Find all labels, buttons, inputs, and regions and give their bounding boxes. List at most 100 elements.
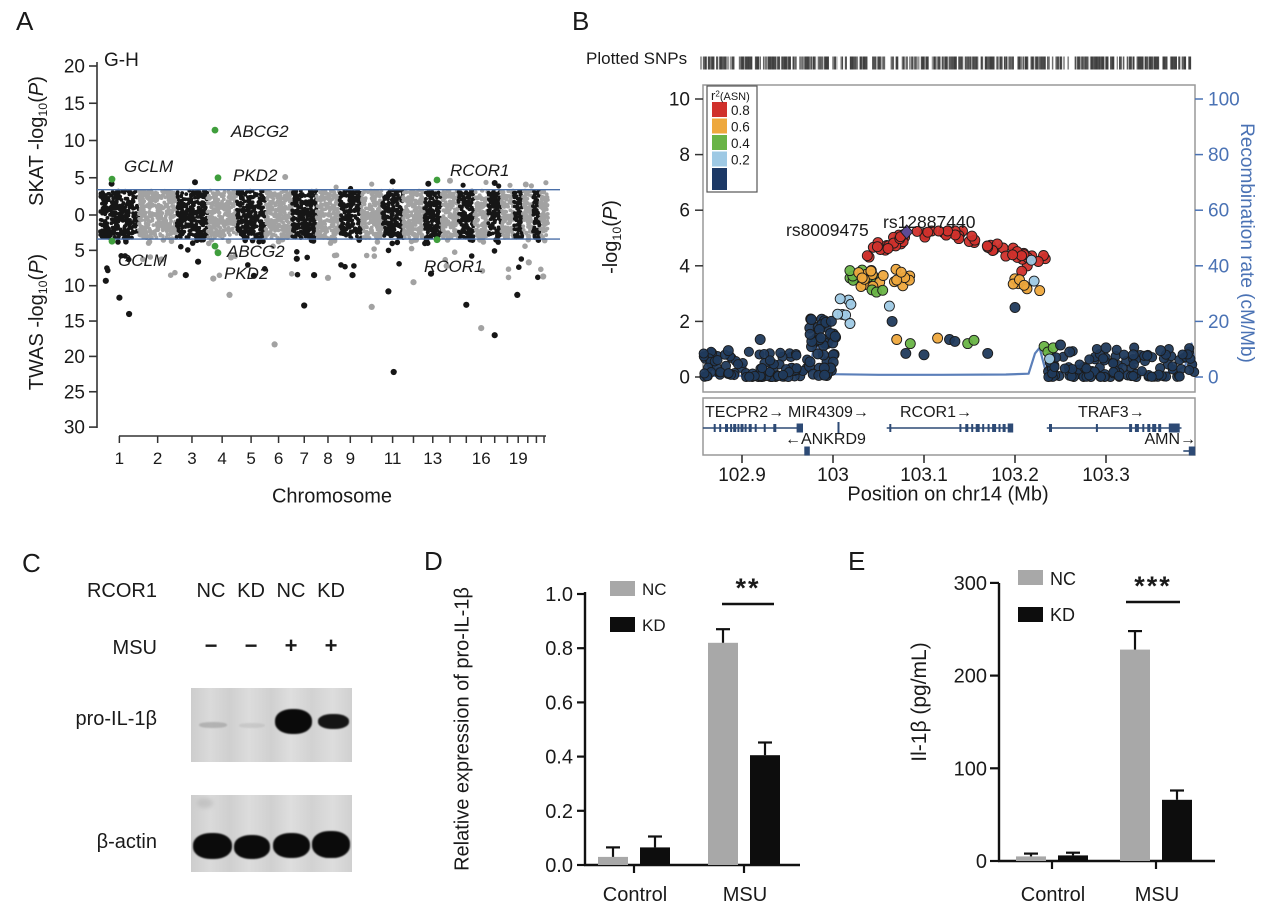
svg-text:0.8: 0.8	[731, 103, 750, 118]
svg-text:0.2: 0.2	[731, 153, 750, 168]
svg-text:6: 6	[274, 449, 283, 468]
svg-text:30: 30	[64, 418, 85, 439]
svg-text:4: 4	[679, 256, 690, 277]
svg-text:0.6: 0.6	[731, 120, 750, 135]
panel-a-subtitle: G-H	[104, 50, 139, 71]
lane-header: KD	[317, 580, 345, 602]
svg-text:8: 8	[679, 145, 690, 166]
svg-text:7: 7	[300, 449, 309, 468]
svg-text:103.1: 103.1	[900, 465, 948, 486]
svg-text:103.2: 103.2	[991, 465, 1039, 486]
svg-text:5: 5	[74, 241, 85, 262]
svg-text:0: 0	[679, 368, 690, 389]
panel-e-ylabel: Il-1β (pg/mL)	[908, 642, 931, 762]
svg-text:103.3: 103.3	[1082, 465, 1130, 486]
neglog10p-axis-label: -log10(P)	[600, 200, 624, 274]
svg-text:rs12887440: rs12887440	[883, 212, 976, 232]
blot-band	[273, 833, 310, 858]
svg-text:15: 15	[64, 312, 85, 333]
svg-text:40: 40	[1208, 256, 1229, 277]
panel-a-letter: A	[16, 6, 34, 36]
svg-text:5: 5	[74, 168, 85, 189]
blot-band	[193, 833, 232, 859]
twas-axis-label: TWAS -log10(P)	[26, 253, 50, 391]
legend-kd-label: KD	[1050, 605, 1076, 625]
svg-text:20: 20	[64, 347, 85, 368]
svg-text:GCLM: GCLM	[124, 157, 174, 176]
lane-header: KD	[237, 580, 265, 602]
blot-band	[275, 709, 312, 734]
svg-text:19: 19	[509, 449, 528, 468]
svg-text:2: 2	[153, 449, 162, 468]
chromosome-axis-label: Chromosome	[271, 485, 393, 508]
treatment-sign: −	[244, 633, 258, 658]
svg-text:13: 13	[423, 449, 442, 468]
svg-text:GCLM: GCLM	[118, 251, 168, 270]
blot-band	[318, 714, 349, 729]
svg-text:AMN→: AMN→	[1144, 431, 1196, 448]
svg-text:PKD2: PKD2	[224, 264, 269, 283]
plotted-snps-label: Plotted SNPs	[586, 49, 688, 68]
svg-text:3: 3	[187, 449, 196, 468]
svg-text:RCOR1→: RCOR1→	[900, 404, 972, 421]
category-label-msu: MSU	[1134, 884, 1180, 906]
svg-text:11: 11	[384, 449, 402, 468]
svg-text:0: 0	[74, 206, 85, 227]
panel-d-letter: D	[424, 546, 443, 576]
svg-text:MIR4309→: MIR4309→	[788, 404, 869, 421]
panel-e-letter: E	[848, 546, 866, 576]
svg-text:200: 200	[954, 666, 987, 688]
svg-text:103: 103	[817, 465, 849, 486]
svg-text:10: 10	[64, 131, 85, 152]
svg-text:rs8009475: rs8009475	[786, 220, 869, 240]
svg-text:10: 10	[669, 90, 690, 111]
svg-text:16: 16	[472, 449, 491, 468]
svg-text:ABCG2: ABCG2	[230, 122, 289, 141]
blot-row2-label: MSU	[112, 637, 157, 659]
r2-legend-title: r2(ASN)	[711, 88, 750, 103]
svg-text:8: 8	[323, 449, 332, 468]
legend-nc-label: NC	[1050, 569, 1076, 589]
svg-text:0.2: 0.2	[545, 801, 573, 823]
category-label-msu: MSU	[722, 884, 768, 906]
svg-text:5: 5	[246, 449, 255, 468]
svg-text:2: 2	[679, 312, 690, 333]
svg-text:300: 300	[954, 573, 987, 595]
svg-text:25: 25	[64, 382, 85, 403]
treatment-sign: −	[204, 633, 218, 658]
svg-text:0.4: 0.4	[731, 136, 750, 151]
svg-text:15: 15	[64, 94, 85, 115]
blot-band	[199, 722, 227, 728]
svg-text:0: 0	[1208, 368, 1219, 389]
svg-text:RCOR1: RCOR1	[424, 257, 484, 276]
treatment-sign: +	[284, 633, 298, 658]
blot-band	[312, 831, 350, 858]
category-label-control: Control	[602, 884, 668, 906]
panel-b-letter: B	[572, 6, 590, 36]
svg-text:←ANKRD9: ←ANKRD9	[785, 431, 866, 448]
recombination-axis-label: Recombination rate (cM/Mb)	[1236, 123, 1257, 363]
significance-stars: ***	[1134, 571, 1172, 601]
svg-text:0.4: 0.4	[545, 747, 573, 769]
svg-text:100: 100	[954, 758, 987, 780]
svg-text:10: 10	[64, 276, 85, 297]
blot-band	[239, 723, 265, 728]
panel-d-chart: 0.0 0.2 0.4 0.6 0.8 1.0	[545, 581, 800, 877]
svg-text:100: 100	[1208, 90, 1240, 111]
blot-band	[234, 835, 270, 859]
svg-text:102.9: 102.9	[718, 465, 766, 486]
beta-actin-blot	[191, 795, 352, 872]
panel-d-ylabel: Relative expression of pro-IL-1β	[451, 587, 474, 871]
skat-axis-label: SKAT -log10(P)	[26, 76, 50, 206]
svg-text:ABCG2: ABCG2	[226, 242, 285, 261]
svg-text:80: 80	[1208, 145, 1229, 166]
category-label-control: Control	[1020, 884, 1086, 906]
svg-text:20: 20	[64, 57, 85, 78]
svg-text:1.0: 1.0	[545, 584, 573, 606]
panel-c-letter: C	[22, 548, 41, 578]
svg-text:0: 0	[976, 851, 987, 873]
svg-text:20: 20	[1208, 312, 1229, 333]
